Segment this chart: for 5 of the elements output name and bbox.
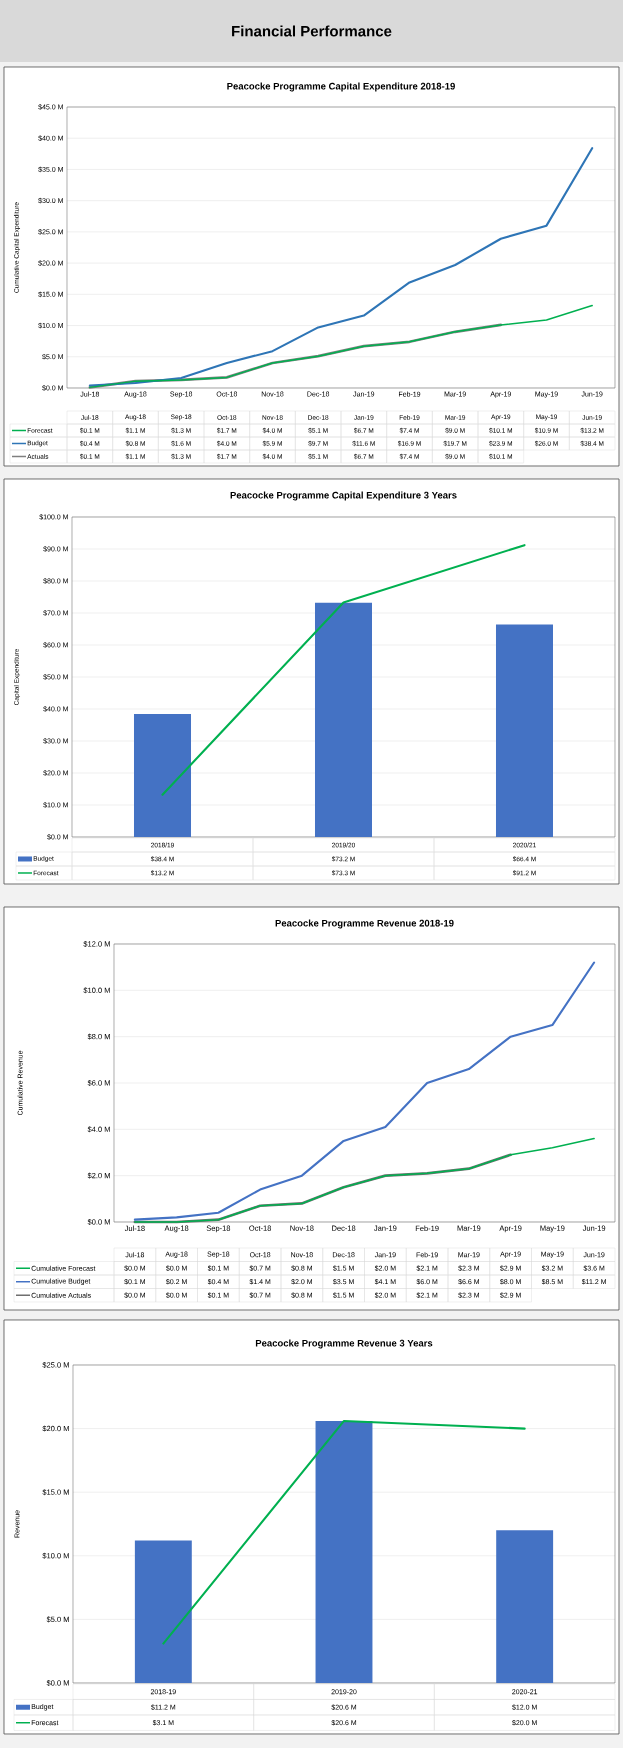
text: Financial Performance (232, 25, 392, 37)
chart-title: Peacocke Programme Revenue 3 Years (255, 1339, 433, 1349)
chart-title: Peacocke Programme Revenue 2018-19 (275, 919, 454, 929)
chart-title: Peacocke Programme Capital Expenditure 2018-19 (227, 82, 455, 92)
chart-title: Peacocke Programme Capital Expenditure 3 Years (230, 491, 457, 501)
